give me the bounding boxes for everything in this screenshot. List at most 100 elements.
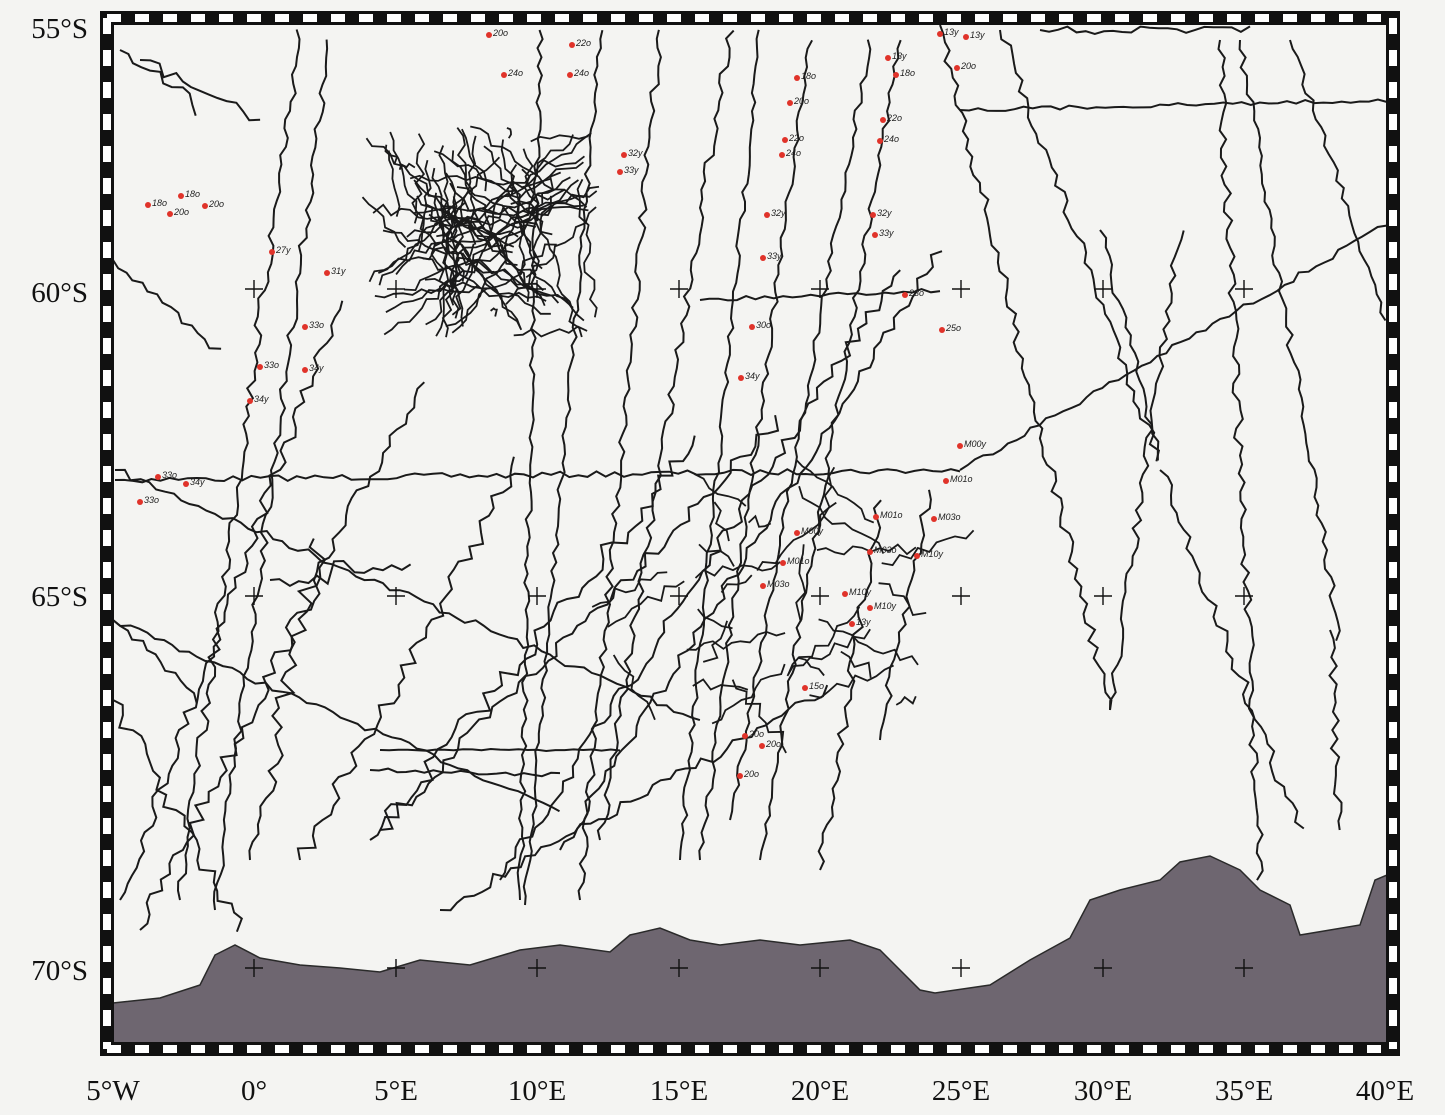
anomaly-label: M10y	[921, 549, 944, 559]
anomaly-point	[867, 549, 873, 555]
anomaly-point	[621, 152, 627, 158]
lon-label: 5°W	[86, 1075, 140, 1107]
anomaly-label: 18o	[185, 189, 200, 199]
anomaly-label: 25o	[945, 323, 961, 333]
anomaly-point	[867, 605, 873, 611]
anomaly-point	[155, 474, 161, 480]
anomaly-label: 24o	[785, 148, 801, 158]
anomaly-point	[885, 55, 891, 61]
anomaly-label: 18o	[801, 71, 816, 81]
anomaly-point	[501, 72, 507, 78]
anomaly-point	[931, 516, 937, 522]
anomaly-point	[247, 398, 253, 404]
anomaly-point	[183, 481, 189, 487]
anomaly-label: 22o	[575, 38, 591, 48]
anomaly-point	[257, 364, 263, 370]
anomaly-point	[943, 478, 949, 484]
anomaly-point	[167, 211, 173, 217]
anomaly-label: 32y	[877, 208, 892, 218]
anomaly-label: 24o	[883, 134, 899, 144]
anomaly-point	[787, 100, 793, 106]
anomaly-label: 24o	[507, 68, 523, 78]
anomaly-point	[873, 514, 879, 520]
anomaly-label: 20o	[748, 729, 764, 739]
anomaly-label: 18o	[900, 68, 915, 78]
anomaly-point	[937, 31, 943, 37]
anomaly-label: M00y	[801, 526, 824, 536]
anomaly-label: 32y	[771, 208, 786, 218]
anomaly-label: 13y	[970, 30, 985, 40]
anomaly-point	[794, 75, 800, 81]
anomaly-point	[877, 138, 883, 144]
anomaly-label: 20o	[208, 199, 224, 209]
anomaly-label: M03o	[767, 579, 790, 589]
anomaly-label: M03o	[874, 545, 897, 555]
anomaly-label: 22o	[886, 113, 902, 123]
anomaly-point	[914, 553, 920, 559]
anomaly-point	[269, 249, 275, 255]
lon-label: 0°	[241, 1075, 267, 1107]
anomaly-label: 20o	[960, 61, 976, 71]
anomaly-point	[794, 530, 800, 536]
anomaly-point	[324, 270, 330, 276]
anomaly-label: 20o	[173, 207, 189, 217]
anomaly-label: 33o	[162, 470, 177, 480]
anomaly-label: 34y	[254, 394, 269, 404]
anomaly-point	[963, 34, 969, 40]
lon-label: 30°E	[1074, 1075, 1132, 1107]
anomaly-label: 20o	[492, 28, 508, 38]
anomaly-label: M01o	[787, 556, 810, 566]
anomaly-label: 34y	[745, 371, 760, 381]
lon-label: 5°E	[374, 1075, 418, 1107]
anomaly-point	[137, 499, 143, 505]
lon-label: 20°E	[791, 1075, 849, 1107]
anomaly-point	[872, 232, 878, 238]
lon-label: 40°E	[1356, 1075, 1414, 1107]
anomaly-label: 27y	[275, 245, 291, 255]
anomaly-label: M10y	[849, 587, 872, 597]
anomaly-point	[939, 327, 945, 333]
anomaly-point	[870, 212, 876, 218]
anomaly-label: 32y	[628, 148, 643, 158]
anomaly-point	[759, 743, 765, 749]
anomaly-point	[802, 685, 808, 691]
anomaly-point	[617, 169, 623, 175]
map: 18o18o20o20o27y31y33o34y33o34y33o34y33o1…	[0, 0, 1445, 1115]
anomaly-point	[742, 733, 748, 739]
anomaly-label: 33o	[144, 495, 159, 505]
anomaly-label: 20o	[793, 96, 809, 106]
anomaly-point	[880, 117, 886, 123]
anomaly-label: 20o	[765, 739, 781, 749]
lat-label: 60°S	[31, 277, 88, 309]
anomaly-label: M10y	[874, 601, 897, 611]
anomaly-point	[842, 591, 848, 597]
anomaly-label: 30o	[756, 320, 771, 330]
anomaly-point	[782, 137, 788, 143]
lon-label: 25°E	[932, 1075, 990, 1107]
anomaly-label: 33y	[767, 251, 782, 261]
anomaly-point	[302, 324, 308, 330]
lon-label: 35°E	[1215, 1075, 1273, 1107]
lon-label: 10°E	[508, 1075, 566, 1107]
anomaly-point	[779, 152, 785, 158]
anomaly-point	[902, 292, 908, 298]
anomaly-label: 13y	[892, 51, 907, 61]
anomaly-point	[780, 560, 786, 566]
anomaly-label: 34y	[309, 363, 324, 373]
anomaly-point	[760, 255, 766, 261]
anomaly-point	[569, 42, 575, 48]
anomaly-label: 33y	[879, 228, 894, 238]
anomaly-point	[567, 72, 573, 78]
page: {"lat_labels": ["55°S", "60°S", "65°S", …	[0, 0, 1445, 1115]
anomaly-label: 23o	[908, 288, 924, 298]
lat-label: 55°S	[31, 13, 88, 45]
anomaly-label: 33y	[624, 165, 639, 175]
anomaly-point	[849, 621, 855, 627]
anomaly-label: 33o	[309, 320, 324, 330]
anomaly-label: 18o	[152, 198, 167, 208]
anomaly-point	[145, 202, 151, 208]
anomaly-label: 13y	[856, 617, 871, 627]
anomaly-point	[760, 583, 766, 589]
anomaly-label: M01o	[880, 510, 903, 520]
anomaly-label: M03o	[938, 512, 961, 522]
